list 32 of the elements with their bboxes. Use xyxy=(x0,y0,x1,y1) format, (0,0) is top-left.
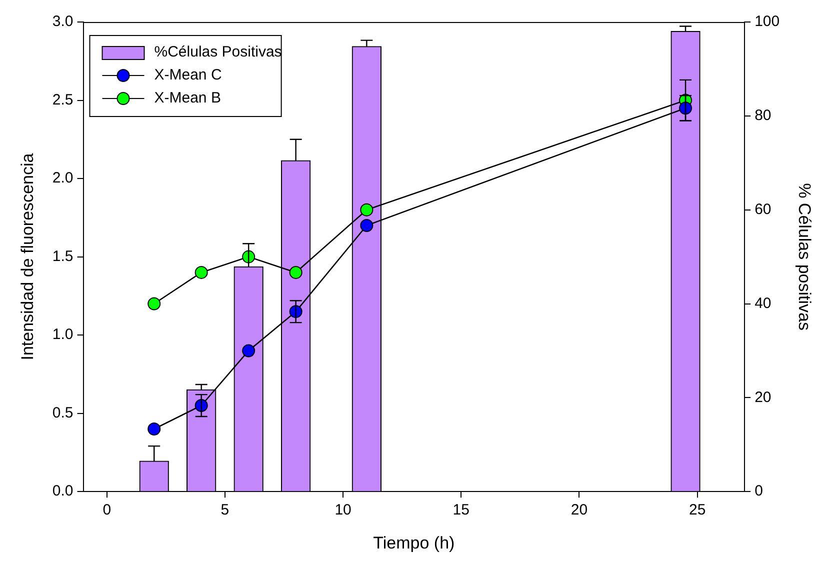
point xyxy=(148,422,161,436)
y2-tick-label: 100 xyxy=(754,13,780,30)
y-axis-title: Intensidad de fluorescencia xyxy=(18,152,37,360)
y-tick-label: 1.0 xyxy=(52,326,74,344)
x-tick-label: 15 xyxy=(452,502,470,519)
x-tick-label: 5 xyxy=(220,502,230,519)
x-tick-label: 25 xyxy=(688,502,706,519)
y-tick-label: 3.0 xyxy=(52,13,74,30)
point xyxy=(360,218,374,232)
point xyxy=(289,266,302,279)
x-axis-title: Tiempo (h) xyxy=(373,533,455,552)
y-tick-label: 2.0 xyxy=(52,170,74,187)
x-tick-label: 20 xyxy=(570,502,588,519)
point xyxy=(148,297,161,310)
y-tick-label: 0.0 xyxy=(52,482,74,500)
legend-label: %Células Positivas xyxy=(154,44,282,61)
y2-tick-label: 60 xyxy=(754,200,772,218)
y2-tick-label: 0 xyxy=(754,482,763,500)
point xyxy=(194,266,208,279)
y-tick-label: 1.5 xyxy=(52,248,74,265)
legend-label: X-Mean B xyxy=(154,90,221,107)
y-tick-label: 2.5 xyxy=(52,91,74,108)
y2-tick-label: 40 xyxy=(754,294,772,312)
y2-tick-label: 80 xyxy=(754,107,772,124)
y-tick-label: 0.5 xyxy=(52,404,74,422)
x-tick-label: 0 xyxy=(102,502,112,519)
point xyxy=(242,344,256,358)
point xyxy=(360,203,374,216)
y2-tick-label: 20 xyxy=(754,388,772,406)
legend-label: X-Mean C xyxy=(154,66,222,84)
x-tick-label: 10 xyxy=(334,502,352,519)
y2-axis-title: % Células positivas xyxy=(795,183,814,331)
